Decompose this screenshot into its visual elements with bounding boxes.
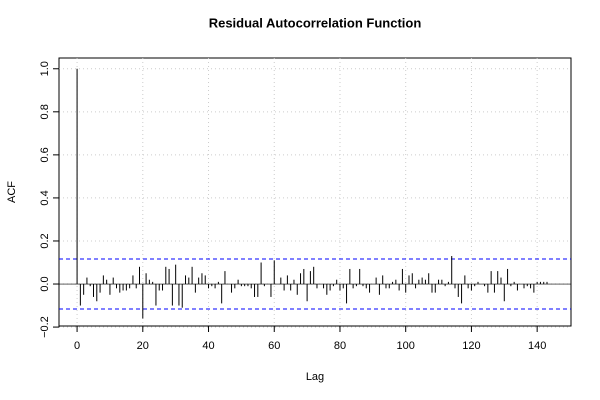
x-tick-label: 40 <box>202 340 214 352</box>
y-tick-label: 0.0 <box>39 276 51 291</box>
y-tick-label: 0.4 <box>39 190 51 205</box>
x-tick-label: 100 <box>397 340 415 352</box>
y-tick-label: 1.0 <box>39 61 51 76</box>
x-axis-label: Lag <box>306 371 324 383</box>
x-tick-label: 0 <box>74 340 80 352</box>
x-tick-label: 120 <box>462 340 480 352</box>
y-axis-label: ACF <box>6 181 18 203</box>
x-tick-label: 20 <box>137 340 149 352</box>
chart-title: Residual Autocorrelation Function <box>209 15 422 30</box>
y-tick-label: −0.2 <box>39 316 51 338</box>
x-tick-label: 80 <box>334 340 346 352</box>
x-tick-label: 60 <box>268 340 280 352</box>
x-tick-label: 140 <box>528 340 546 352</box>
y-tick-label: 0.6 <box>39 147 51 162</box>
y-tick-label: 0.2 <box>39 233 51 248</box>
y-tick-label: 0.8 <box>39 104 51 119</box>
